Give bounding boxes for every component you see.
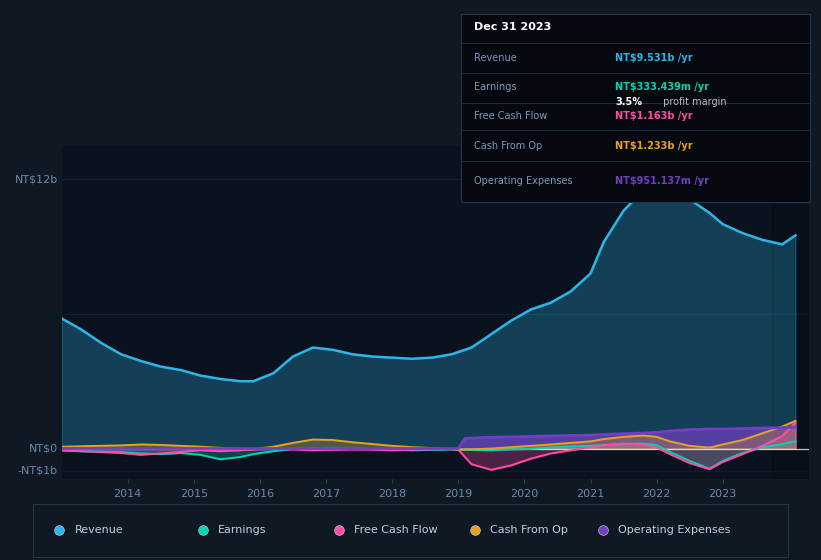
- Text: -NT$1b: -NT$1b: [18, 466, 57, 476]
- Text: NT$951.137m /yr: NT$951.137m /yr: [615, 176, 709, 186]
- Text: NT$1.233b /yr: NT$1.233b /yr: [615, 141, 693, 151]
- Text: Free Cash Flow: Free Cash Flow: [354, 525, 438, 535]
- Bar: [773, 146, 809, 479]
- Text: Earnings: Earnings: [474, 82, 516, 92]
- Text: Dec 31 2023: Dec 31 2023: [474, 22, 551, 32]
- Text: Operating Expenses: Operating Expenses: [474, 176, 572, 186]
- Text: NT$12b: NT$12b: [15, 174, 57, 184]
- Text: Cash From Op: Cash From Op: [490, 525, 567, 535]
- Text: profit margin: profit margin: [660, 97, 727, 107]
- Text: 3.5%: 3.5%: [615, 97, 642, 107]
- Text: NT$1.163b /yr: NT$1.163b /yr: [615, 111, 693, 122]
- Text: NT$333.439m /yr: NT$333.439m /yr: [615, 82, 709, 92]
- Text: Revenue: Revenue: [474, 53, 516, 63]
- Text: Earnings: Earnings: [218, 525, 266, 535]
- Text: Free Cash Flow: Free Cash Flow: [474, 111, 547, 122]
- Text: NT$9.531b /yr: NT$9.531b /yr: [615, 53, 693, 63]
- Text: NT$0: NT$0: [29, 444, 57, 454]
- Text: Operating Expenses: Operating Expenses: [618, 525, 731, 535]
- Text: Cash From Op: Cash From Op: [474, 141, 542, 151]
- Text: Revenue: Revenue: [75, 525, 123, 535]
